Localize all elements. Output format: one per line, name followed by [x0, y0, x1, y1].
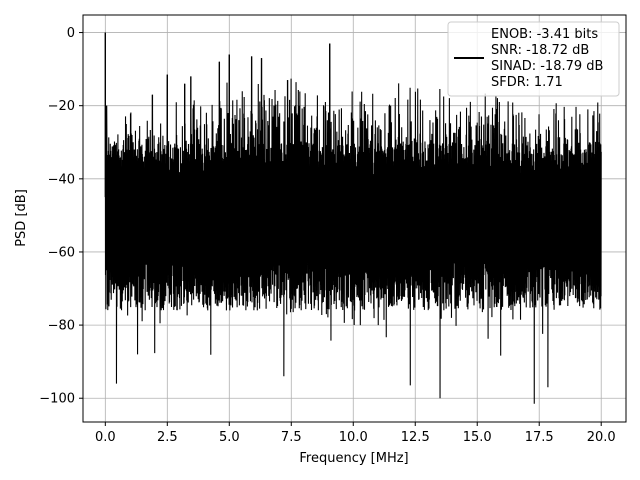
x-tick-label: 5.0	[219, 430, 240, 445]
legend-box	[447, 21, 620, 97]
x-tick-label: 17.5	[525, 430, 554, 445]
legend-entry-sfdr: SFDR: 1.71	[491, 75, 563, 90]
legend-entry-enob: ENOB: -3.41 bits	[491, 27, 598, 42]
x-tick-label: 12.5	[401, 430, 430, 445]
x-tick-label: 10.0	[339, 430, 368, 445]
y-tick-label: −80	[48, 319, 75, 334]
y-tick-label: −40	[48, 172, 75, 187]
legend-entry-snr: SNR: -18.72 dB	[491, 43, 589, 58]
y-tick-label: 0	[67, 26, 75, 41]
y-tick-label: −60	[48, 245, 75, 260]
x-tick-label: 15.0	[463, 430, 492, 445]
legend: ENOB: -3.41 bits SNR: -18.72 dB SINAD: -…	[447, 21, 620, 97]
series-layer	[104, 32, 602, 404]
x-tick-label: 2.5	[157, 430, 178, 445]
y-tick-label: −100	[39, 392, 75, 407]
plot-area-frame	[82, 14, 627, 423]
legend-entry-sinad: SINAD: -18.79 dB	[491, 59, 603, 74]
y-axis-label: PSD [dB]	[14, 189, 29, 247]
x-tick-label: 20.0	[587, 430, 616, 445]
y-tick-label: −20	[48, 99, 75, 114]
x-axis-label: Frequency [MHz]	[299, 451, 408, 466]
x-tick-label: 7.5	[281, 430, 302, 445]
x-tick-label: 0.0	[95, 430, 116, 445]
tick-layer: 0.0 2.5 5.0 7.5 10.0 12.5 15.0 17.5 20.0 0 −20 −40 −…	[39, 26, 615, 445]
psd-series-line	[104, 32, 602, 404]
